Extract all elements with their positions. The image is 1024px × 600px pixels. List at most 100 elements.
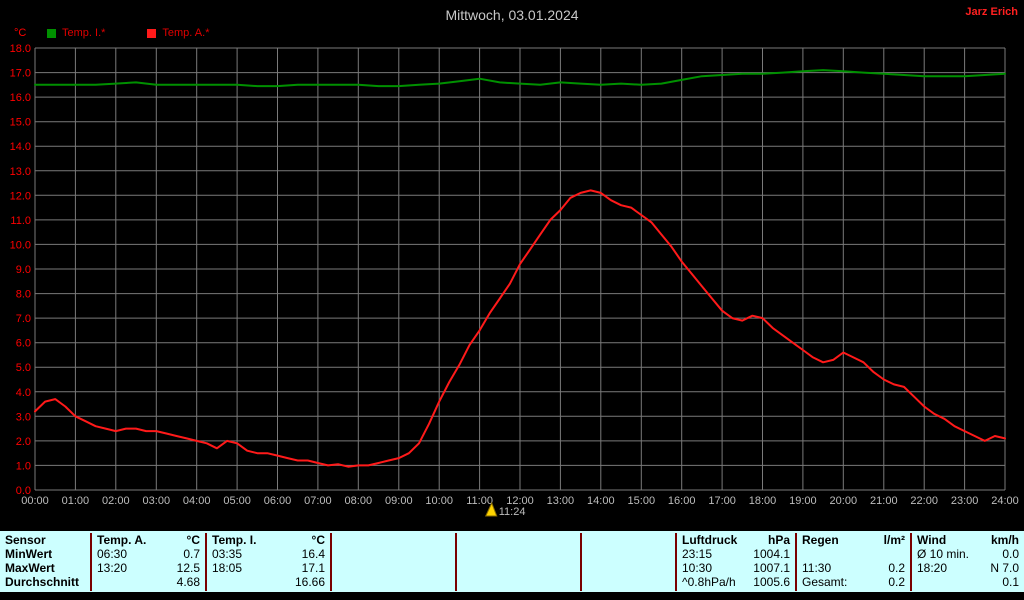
x-tick-label: 14:00 xyxy=(587,495,615,507)
legend-label-temp-a: Temp. A.* xyxy=(162,27,210,39)
cell-value: 1004.1 xyxy=(753,547,790,561)
time-marker-icon[interactable] xyxy=(484,501,498,517)
cell-time: 10:30 xyxy=(682,561,713,575)
cell-value: 4.68 xyxy=(176,575,200,589)
x-tick-label: 00:00 xyxy=(21,495,49,507)
row-label: MinWert xyxy=(5,547,53,561)
y-tick-label: 17.0 xyxy=(10,68,31,80)
cell-value: 16.66 xyxy=(294,575,325,589)
temp-i-swatch xyxy=(47,28,56,38)
x-tick-label: 11:00 xyxy=(466,495,493,507)
x-tick-label: 05:00 xyxy=(223,495,251,507)
temperature-chart[interactable]: 18.0 17.0 16.0 15.0 14.0 13.0 12.0 11.0 10.0 9.0 8… xyxy=(0,0,1024,530)
x-tick-label: 20:00 xyxy=(830,495,858,507)
table-group-wind: Wind km/h Ø 10 min. 0.0 18:20 N 7.0 0.1 xyxy=(910,533,1024,591)
table-row-labels: Sensor MinWert MaxWert Durchschnitt xyxy=(0,533,90,591)
legend-label-temp-i: Temp. I.* xyxy=(62,27,106,39)
cell-value: 17.1 xyxy=(301,561,325,575)
cell-value: 0.7 xyxy=(183,547,200,561)
table-group-spare-2 xyxy=(455,533,580,591)
row-label: MaxWert xyxy=(5,561,55,575)
y-tick-label: 2.0 xyxy=(16,436,31,448)
cell-time: ^0.8hPa/h xyxy=(682,575,736,589)
y-tick-label: 9.0 xyxy=(16,264,31,276)
table-group-luftdruck: Luftdruck hPa 23:15 1004.1 10:30 1007.1 ^0.8hP… xyxy=(675,533,795,591)
table-group-regen: Regen l/m² 11:30 0.2 Gesamt: 0.2 xyxy=(795,533,910,591)
cell-time: 18:20 xyxy=(917,561,948,575)
group-header-unit: hPa xyxy=(767,533,790,547)
y-tick-label: 7.0 xyxy=(16,313,31,325)
x-tick-label: 07:00 xyxy=(304,495,332,507)
cell-time: 13:20 xyxy=(97,561,128,575)
y-tick-label: 6.0 xyxy=(16,338,31,350)
cell-value: 0.2 xyxy=(888,575,905,589)
y-tick-label: 12.0 xyxy=(10,190,31,202)
x-tick-label: 21:00 xyxy=(870,495,898,507)
x-tick-label: 23:00 xyxy=(951,495,979,507)
group-header-label: Temp. A. xyxy=(97,533,147,547)
cell-time: 06:30 xyxy=(97,547,128,561)
row-label: Durchschnitt xyxy=(5,575,80,589)
chart-legend: Temp. I.* Temp. A.* xyxy=(47,27,251,39)
x-tick-label: 18:00 xyxy=(749,495,777,507)
cell-time: Ø 10 min. xyxy=(917,547,970,561)
group-header-unit: °C xyxy=(311,533,325,547)
x-tick-label: 13:00 xyxy=(547,495,575,507)
y-tick-label: 14.0 xyxy=(10,141,31,153)
group-header-label: Regen xyxy=(802,533,839,547)
x-tick-label: 19:00 xyxy=(789,495,817,507)
cell-time: 23:15 xyxy=(682,547,713,561)
x-tick-label: 04:00 xyxy=(183,495,211,507)
table-group-spare-1 xyxy=(330,533,455,591)
cell-value: 0.2 xyxy=(888,561,905,575)
series-line-temp-a xyxy=(34,189,1006,468)
group-header-unit: °C xyxy=(186,533,200,547)
cell-time: Gesamt: xyxy=(802,575,848,589)
cell-value: N 7.0 xyxy=(990,561,1019,575)
group-header-unit: l/m² xyxy=(883,533,905,547)
cell-value: 1005.6 xyxy=(753,575,790,589)
x-tick-label: 08:00 xyxy=(345,495,373,507)
x-tick-label: 10:00 xyxy=(425,495,453,507)
y-tick-label: 11.0 xyxy=(10,215,31,227)
x-tick-label: 12:00 xyxy=(506,495,534,507)
time-marker-label: 11:24 xyxy=(499,506,526,518)
y-tick-label: 15.0 xyxy=(10,117,31,129)
x-tick-label: 01:00 xyxy=(62,495,90,507)
series-line-temp-i xyxy=(34,69,1006,88)
temp-a-swatch xyxy=(147,28,157,38)
x-tick-label: 17:00 xyxy=(708,495,736,507)
x-tick-label: 06:00 xyxy=(264,495,292,507)
group-header-label: Wind xyxy=(917,533,947,547)
x-tick-label: 15:00 xyxy=(628,495,656,507)
y-tick-label: 4.0 xyxy=(16,387,31,399)
owner-label: Jarz Erich xyxy=(965,6,1018,18)
x-tick-label: 09:00 xyxy=(385,495,413,507)
x-tick-label: 24:00 xyxy=(991,495,1019,507)
y-tick-label: 16.0 xyxy=(10,92,31,104)
cell-value: 12.5 xyxy=(176,561,200,575)
cell-value: 0.1 xyxy=(1002,575,1019,589)
x-tick-label: 03:00 xyxy=(143,495,171,507)
cell-time: 11:30 xyxy=(802,561,832,575)
y-tick-label: 0.0 xyxy=(16,485,31,497)
table-group-spare-3 xyxy=(580,533,675,591)
bottom-strip xyxy=(0,592,1024,600)
stats-table: Sensor MinWert MaxWert Durchschnitt Temp. A.… xyxy=(0,530,1024,592)
group-header-label: Temp. I. xyxy=(212,533,257,547)
cell-value: 1007.1 xyxy=(753,561,790,575)
page-title: Mittwoch, 03.01.2024 xyxy=(445,7,579,23)
x-tick-label: 22:00 xyxy=(910,495,938,507)
y-axis-unit: °C xyxy=(14,27,27,39)
cell-time: 18:05 xyxy=(212,561,243,575)
y-tick-label: 18.0 xyxy=(10,43,31,55)
y-tick-label: 13.0 xyxy=(10,166,31,178)
y-tick-label: 1.0 xyxy=(16,460,31,472)
cell-time: 03:35 xyxy=(212,547,243,561)
y-tick-label: 3.0 xyxy=(16,411,31,423)
table-group-temp-i: Temp. I. °C 03:35 16.4 18:05 17.1 16.66 xyxy=(205,533,330,591)
x-tick-label: 02:00 xyxy=(102,495,130,507)
x-tick-label: 16:00 xyxy=(668,495,696,507)
table-group-temp-a: Temp. A. °C 06:30 0.7 13:20 12.5 4.68 xyxy=(90,533,205,591)
